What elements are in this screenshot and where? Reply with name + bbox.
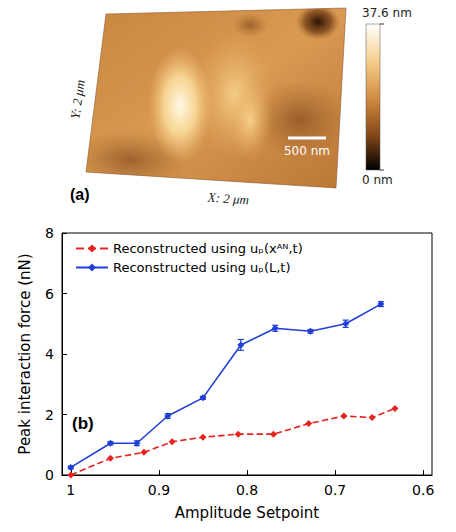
svg-text:1: 1 (66, 482, 75, 498)
svg-text:(a): (a) (70, 186, 90, 203)
svg-text:Reconstructed using uₚ(xᴬᴺ,t): Reconstructed using uₚ(xᴬᴺ,t) (113, 241, 303, 256)
svg-text:6: 6 (45, 286, 54, 302)
svg-text:X: 2 μm: X: 2 μm (206, 190, 249, 208)
svg-text:500 nm: 500 nm (284, 144, 330, 158)
svg-text:8: 8 (45, 225, 54, 241)
svg-text:Peak interaction force (nN): Peak interaction force (nN) (16, 253, 34, 454)
svg-text:37.6 nm: 37.6 nm (362, 6, 412, 20)
svg-text:Reconstructed using uₚ(L,t): Reconstructed using uₚ(L,t) (113, 260, 291, 275)
svg-text:Amplitude Setpoint: Amplitude Setpoint (175, 504, 320, 522)
svg-text:0: 0 (45, 467, 54, 483)
svg-text:0.6: 0.6 (412, 482, 434, 498)
svg-text:4: 4 (45, 346, 54, 362)
svg-text:0.7: 0.7 (324, 482, 346, 498)
svg-text:0.8: 0.8 (236, 482, 258, 498)
svg-text:0 nm: 0 nm (362, 173, 393, 187)
svg-text:2: 2 (45, 407, 54, 423)
svg-text:Y: 2 μm: Y: 2 μm (67, 79, 87, 120)
svg-text:0.9: 0.9 (148, 482, 170, 498)
svg-text:(b): (b) (72, 414, 94, 433)
